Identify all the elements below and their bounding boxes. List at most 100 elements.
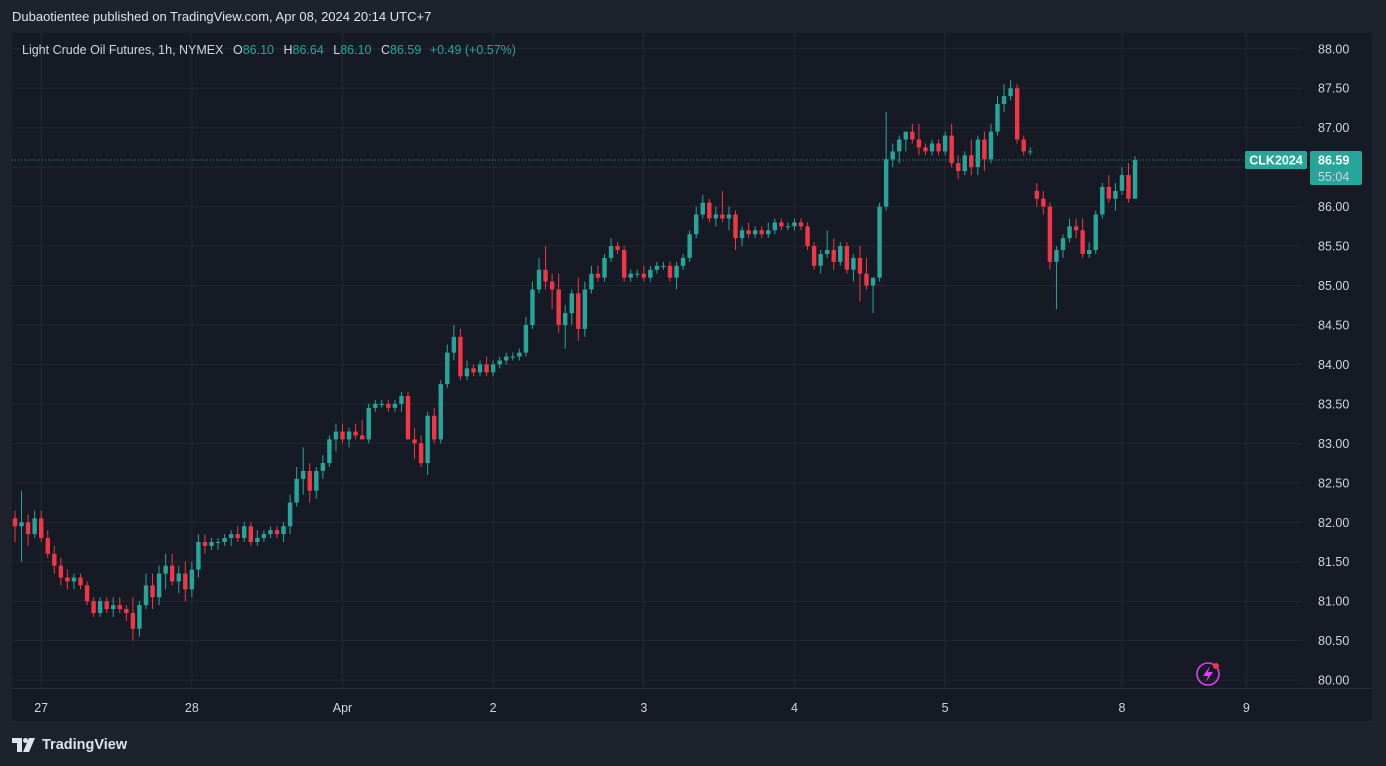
candle-up <box>163 553 168 590</box>
candle-down <box>956 155 961 179</box>
candle-down <box>104 597 109 614</box>
candle-up <box>143 573 149 610</box>
candle-up <box>766 222 771 239</box>
candle-body <box>883 159 889 207</box>
candle-body <box>274 530 280 535</box>
lightning-ring <box>1196 662 1220 686</box>
candle-body <box>12 518 18 527</box>
candle-up <box>1060 234 1066 258</box>
candle-up <box>602 253 607 282</box>
candle-up <box>255 530 260 546</box>
candle-down <box>124 605 129 621</box>
candle-up <box>314 467 319 499</box>
candle-up <box>995 96 1000 136</box>
x-tick-label: 27 <box>34 701 48 715</box>
candlestick-chart[interactable]: 88.0087.5087.0086.5086.0085.5085.0084.50… <box>12 33 1372 721</box>
candle-body <box>32 518 37 535</box>
candle-down <box>779 218 784 231</box>
candle-up <box>71 573 77 590</box>
candle-body <box>458 336 463 377</box>
candle-body <box>779 222 784 227</box>
candle-down <box>733 210 738 251</box>
y-tick-label: 85.00 <box>1318 279 1349 293</box>
symbol-tag-text: CLK2024 <box>1249 154 1303 168</box>
candle-up <box>242 522 247 543</box>
tradingview-brand[interactable]: TradingView <box>12 737 127 753</box>
candle-body <box>163 565 168 574</box>
candle-body <box>1014 88 1020 140</box>
change-value: +0.49 (+0.57%) <box>429 43 516 57</box>
candle-up <box>445 344 450 389</box>
candle-body <box>25 522 31 535</box>
candle-body <box>130 613 136 629</box>
candle-up <box>563 305 568 349</box>
candle-down <box>543 246 548 290</box>
candle-body <box>202 542 208 546</box>
candle-body <box>956 163 961 172</box>
candle-body <box>621 250 627 278</box>
candle-up <box>464 360 470 381</box>
candle-body <box>680 257 686 266</box>
candle-body <box>117 605 122 610</box>
y-tick-label: 83.00 <box>1318 437 1349 451</box>
candle-up <box>582 281 588 337</box>
candle-up <box>209 538 214 550</box>
candle-body <box>844 246 850 270</box>
y-tick-label: 83.50 <box>1318 397 1349 411</box>
candle-up <box>425 411 430 475</box>
candle-up <box>215 538 221 550</box>
candle-down <box>39 510 44 543</box>
candle-body <box>995 104 1000 132</box>
y-tick-label: 81.00 <box>1318 595 1349 609</box>
candle-body <box>373 403 378 408</box>
candle-up <box>1001 84 1007 112</box>
tradingview-logo-icon <box>12 738 38 752</box>
candle-body <box>530 289 535 325</box>
candle-body <box>65 577 70 582</box>
candle-down <box>170 553 175 586</box>
candle-down <box>667 261 673 282</box>
candle-body <box>359 435 365 440</box>
candle-body <box>648 269 653 278</box>
candle-body <box>864 273 869 286</box>
candle-body <box>556 289 561 325</box>
candle-up <box>281 522 286 543</box>
candle-up <box>1028 147 1033 156</box>
candle-body <box>176 573 181 582</box>
candle-down <box>746 222 751 239</box>
candle-body <box>602 257 607 278</box>
candle-body <box>608 246 614 258</box>
brand-name: TradingView <box>42 737 128 753</box>
candle-up <box>870 277 876 314</box>
candle-body <box>798 222 804 227</box>
candle-down <box>235 526 240 543</box>
candle-body <box>549 281 555 290</box>
candle-body <box>792 222 797 227</box>
price-axis: 88.0087.5087.0086.5086.0085.5085.0084.50… <box>1318 42 1349 687</box>
candle-up <box>838 242 843 266</box>
candle-body <box>916 139 922 148</box>
candle-down <box>84 581 90 606</box>
lightning-icon[interactable] <box>1196 662 1220 686</box>
candle-down <box>1021 135 1026 156</box>
candle-body <box>445 352 450 385</box>
price-tag-box <box>1310 151 1362 186</box>
y-tick-label: 85.50 <box>1318 240 1349 254</box>
candle-down <box>923 143 928 156</box>
candle-body <box>340 431 345 440</box>
candle-body <box>1113 190 1118 199</box>
candle-down <box>811 242 817 270</box>
candle-body <box>412 439 417 444</box>
chart-panel[interactable]: 88.0087.5087.0086.5086.0085.5085.0084.50… <box>12 33 1372 721</box>
candle-down <box>202 534 208 554</box>
candle-body <box>661 265 666 267</box>
y-tick-label: 87.50 <box>1318 82 1349 96</box>
candle-down <box>12 510 18 543</box>
candle-body <box>471 368 476 373</box>
candle-body <box>268 530 273 535</box>
candle-body <box>595 273 601 278</box>
candle-up <box>975 135 981 176</box>
candle-up <box>451 324 457 361</box>
candle-up <box>268 526 273 539</box>
high-value: 86.64 <box>292 43 324 57</box>
